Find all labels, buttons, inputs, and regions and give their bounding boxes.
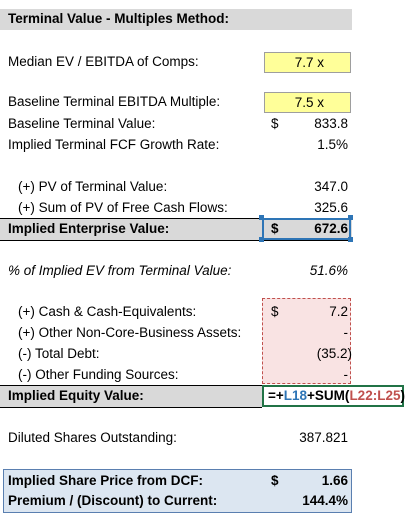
- baseline-multiple-value: 7.5 x: [294, 95, 324, 110]
- cash-label: (+) Cash & Cash-Equivalents:: [18, 304, 197, 319]
- baseline-tv-value: 833.8: [314, 116, 348, 131]
- other-funding-label: (-) Other Funding Sources:: [18, 367, 179, 382]
- other-assets-value: -: [343, 325, 349, 340]
- cash-value: 7.2: [329, 304, 348, 319]
- implied-equity-bottom-border: [0, 407, 262, 408]
- other-assets-row[interactable]: (+) Other Non-Core-Business Assets: -: [0, 323, 416, 344]
- title-row[interactable]: Terminal Value - Multiples Method:: [0, 9, 416, 30]
- title-band: [0, 9, 352, 30]
- implied-ev-reference-highlight: [262, 218, 351, 240]
- sum-pv-fcf-value: 325.6: [314, 200, 348, 215]
- baseline-multiple-label: Baseline Terminal EBITDA Multiple:: [8, 94, 221, 109]
- share-price-value: 1.66: [321, 473, 348, 488]
- implied-growth-value: 1.5%: [317, 137, 348, 152]
- reference-handle-bottom-right[interactable]: [348, 237, 353, 242]
- premium-value: 144.4%: [302, 493, 348, 508]
- reference-handle-bottom-left[interactable]: [259, 237, 264, 242]
- formula-edit-cell[interactable]: =+L18+SUM(L22:L25): [262, 385, 405, 407]
- result-box: [3, 469, 352, 513]
- implied-growth-label: Implied Terminal FCF Growth Rate:: [8, 137, 220, 152]
- implied-ev-band: [0, 219, 352, 240]
- baseline-multiple-cell[interactable]: 7.5 x: [264, 92, 351, 113]
- implied-ev-label: Implied Enterprise Value:: [8, 221, 170, 236]
- total-debt-row[interactable]: (-) Total Debt: (35.2): [0, 344, 416, 365]
- pct-ev-tv-value: 51.6%: [309, 263, 348, 278]
- implied-ev-currency: $: [271, 221, 279, 236]
- implied-ev-bottom-border: [0, 240, 352, 241]
- share-price-label: Implied Share Price from DCF:: [8, 473, 204, 488]
- formula-prefix: =+: [268, 388, 284, 403]
- reference-handle-top-left[interactable]: [259, 215, 264, 220]
- pct-ev-tv-label: % of Implied EV from Terminal Value:: [8, 263, 232, 278]
- other-assets-label: (+) Other Non-Core-Business Assets:: [18, 325, 242, 340]
- total-debt-value: (35.2): [316, 346, 352, 361]
- premium-row[interactable]: Premium / (Discount) to Current: 144.4%: [0, 491, 416, 512]
- pct-ev-tv-row[interactable]: % of Implied EV from Terminal Value: 51.…: [0, 261, 416, 282]
- implied-equity-top-border: [0, 385, 262, 386]
- other-funding-value: -: [343, 367, 349, 382]
- total-debt-label: (-) Total Debt:: [18, 346, 100, 361]
- formula-text[interactable]: =+L18+SUM(L22:L25): [268, 388, 405, 403]
- implied-equity-band: [0, 386, 262, 407]
- implied-equity-label: Implied Equity Value:: [8, 388, 144, 403]
- median-multiple-cell[interactable]: 7.7 x: [264, 52, 351, 73]
- baseline-tv-label: Baseline Terminal Value:: [8, 116, 156, 131]
- sum-pv-fcf-label: (+) Sum of PV of Free Cash Flows:: [18, 200, 228, 215]
- implied-equity-row[interactable]: Implied Equity Value:: [0, 386, 416, 407]
- implied-ev-top-border: [0, 218, 352, 219]
- median-multiple-value: 7.7 x: [294, 55, 324, 70]
- diluted-shares-row[interactable]: Diluted Shares Outstanding: 387.821: [0, 428, 416, 449]
- section-title: Terminal Value - Multiples Method:: [8, 11, 230, 26]
- pv-tv-value: 347.0: [314, 179, 348, 194]
- formula-ref-range: L22:L25: [349, 388, 401, 403]
- premium-label: Premium / (Discount) to Current:: [8, 493, 218, 508]
- baseline-tv-currency: $: [271, 116, 279, 131]
- cash-row[interactable]: (+) Cash & Cash-Equivalents: $ 7.2: [0, 302, 416, 323]
- implied-ev-value: 672.6: [314, 221, 348, 236]
- sum-pv-fcf-row[interactable]: (+) Sum of PV of Free Cash Flows: 325.6: [0, 198, 416, 219]
- diluted-shares-value: 387.821: [299, 430, 348, 445]
- median-multiple-label: Median EV / EBITDA of Comps:: [8, 54, 199, 69]
- sum-range-reference-highlight: [262, 298, 351, 384]
- implied-growth-row[interactable]: Implied Terminal FCF Growth Rate: 1.5%: [0, 135, 416, 156]
- cash-currency: $: [271, 304, 279, 319]
- formula-sum: +SUM(: [307, 388, 350, 403]
- share-price-row[interactable]: Implied Share Price from DCF: $ 1.66: [0, 471, 416, 492]
- median-multiple-row[interactable]: Median EV / EBITDA of Comps:: [0, 52, 416, 73]
- diluted-shares-label: Diluted Shares Outstanding:: [8, 430, 177, 445]
- baseline-multiple-row[interactable]: Baseline Terminal EBITDA Multiple:: [0, 92, 416, 113]
- baseline-tv-row[interactable]: Baseline Terminal Value: $ 833.8: [0, 114, 416, 135]
- reference-handle-top-right[interactable]: [348, 215, 353, 220]
- pv-tv-row[interactable]: (+) PV of Terminal Value: 347.0: [0, 177, 416, 198]
- implied-ev-row[interactable]: Implied Enterprise Value: $ 672.6: [0, 219, 416, 240]
- formula-suffix: ): [400, 388, 405, 403]
- formula-ref-ev: L18: [283, 388, 308, 403]
- share-price-currency: $: [271, 473, 279, 488]
- pv-tv-label: (+) PV of Terminal Value:: [18, 179, 168, 194]
- other-funding-row[interactable]: (-) Other Funding Sources: -: [0, 365, 416, 386]
